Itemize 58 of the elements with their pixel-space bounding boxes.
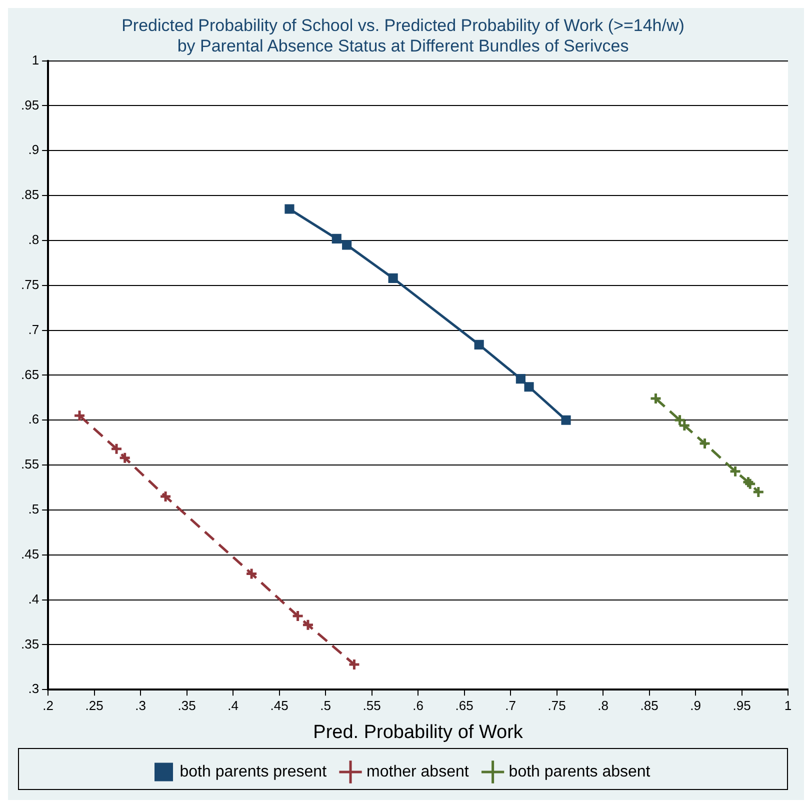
x-tick-label: .6 (412, 698, 424, 713)
point (302, 618, 314, 632)
x-tick-label: .95 (732, 698, 751, 713)
x-tick-label: .5 (320, 698, 331, 713)
y-tick-label: .95 (20, 97, 40, 112)
point (245, 567, 258, 580)
x-tick-label: .7 (505, 698, 516, 713)
chart-title: Predicted Probability of School vs. Predicted Probability of Work (>=14h/w) (122, 16, 684, 35)
y-tick-label: 1 (32, 52, 40, 68)
x-tick-label: .75 (548, 698, 566, 713)
y-tick-label: .6 (28, 412, 40, 427)
x-tick-label: .45 (270, 698, 288, 713)
point (332, 234, 342, 244)
point (474, 340, 484, 350)
point (348, 658, 360, 671)
y-tick-label: .55 (20, 456, 40, 472)
x-tick-label: 1 (784, 698, 792, 713)
x-tick-label: .55 (362, 698, 381, 713)
x-tick-label: .3 (135, 698, 146, 713)
point (752, 486, 765, 498)
y-tick-label: .65 (20, 366, 40, 382)
point (516, 374, 526, 384)
y-tick-label: .75 (20, 276, 40, 292)
point (292, 610, 304, 622)
point (649, 392, 662, 405)
point (524, 382, 534, 392)
point (118, 452, 132, 464)
x-tick-label: .9 (690, 698, 701, 713)
y-tick-label: .45 (20, 546, 40, 562)
y-tick-label: .8 (28, 232, 40, 248)
point (698, 437, 712, 450)
y-tick-label: .9 (28, 142, 40, 158)
point (561, 415, 571, 425)
x-tick-label: .4 (228, 698, 238, 713)
chart-subtitle: by Parental Absence Status at Different Bundles of Serivces (177, 36, 629, 56)
y-tick-label: .4 (28, 591, 40, 606)
point (73, 409, 86, 422)
x-tick-label: .35 (178, 698, 196, 713)
point (729, 465, 742, 478)
x-tick-label: .8 (598, 698, 608, 713)
legend-label: both parents absent (508, 763, 651, 780)
point (342, 240, 352, 250)
y-tick-label: .5 (28, 502, 40, 517)
point (388, 273, 398, 283)
legend-label: mother absent (366, 763, 470, 780)
point (159, 490, 172, 503)
y-tick-label: .85 (20, 187, 40, 202)
point (284, 204, 294, 214)
y-tick-label: .35 (20, 636, 40, 652)
y-tick-label: .3 (28, 681, 40, 696)
x-axis-title: Pred. Probability of Work (313, 722, 524, 743)
point (110, 442, 123, 456)
x-tick-label: .85 (640, 698, 658, 713)
x-tick-label: .25 (85, 698, 104, 713)
legend-label: both parents present (180, 763, 328, 780)
y-tick-label: .7 (28, 322, 40, 337)
x-tick-label: .65 (455, 698, 474, 713)
x-tick-label: .2 (42, 698, 54, 713)
